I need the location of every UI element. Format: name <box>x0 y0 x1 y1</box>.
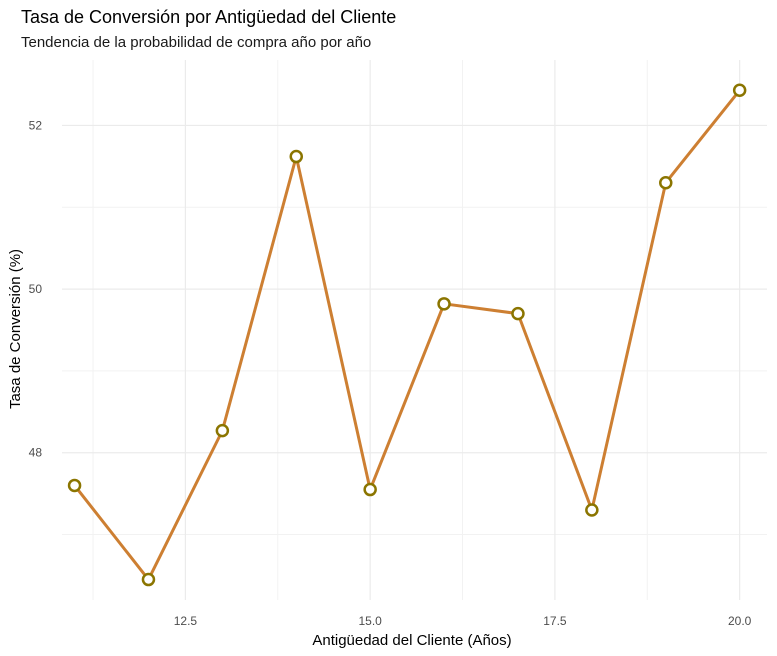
data-point <box>289 149 304 164</box>
data-point <box>659 175 673 190</box>
data-point <box>215 423 230 438</box>
x-tick-label: 20.0 <box>728 614 752 628</box>
data-point <box>141 572 156 587</box>
series-layer <box>73 88 742 582</box>
x-tick-label: 12.5 <box>174 614 198 628</box>
data-point <box>437 297 451 311</box>
y-tick-label: 52 <box>29 118 43 132</box>
chart-title: Tasa de Conversión por Antigüedad del Cl… <box>21 7 397 27</box>
data-point <box>363 482 377 497</box>
x-axis-label: Antigüedad del Cliente (Años) <box>312 632 511 649</box>
y-axis-label: Tasa de Conversión (%) <box>7 249 24 409</box>
data-point <box>511 306 525 321</box>
tick-labels: 12.5 15.0 17.5 20.0 48 50 52 <box>29 118 752 628</box>
major-gridlines <box>62 60 767 600</box>
x-tick-label: 17.5 <box>543 614 567 628</box>
points-layer <box>67 83 747 587</box>
series-line <box>73 88 742 582</box>
y-tick-label: 50 <box>29 282 43 296</box>
data-point <box>585 503 599 517</box>
data-point <box>67 478 82 493</box>
x-tick-label: 15.0 <box>358 614 382 628</box>
y-tick-label: 48 <box>29 446 43 460</box>
chart-subtitle: Tendencia de la probabilidad de compra a… <box>21 34 372 51</box>
data-point <box>732 83 747 98</box>
minor-gridlines <box>62 60 767 600</box>
